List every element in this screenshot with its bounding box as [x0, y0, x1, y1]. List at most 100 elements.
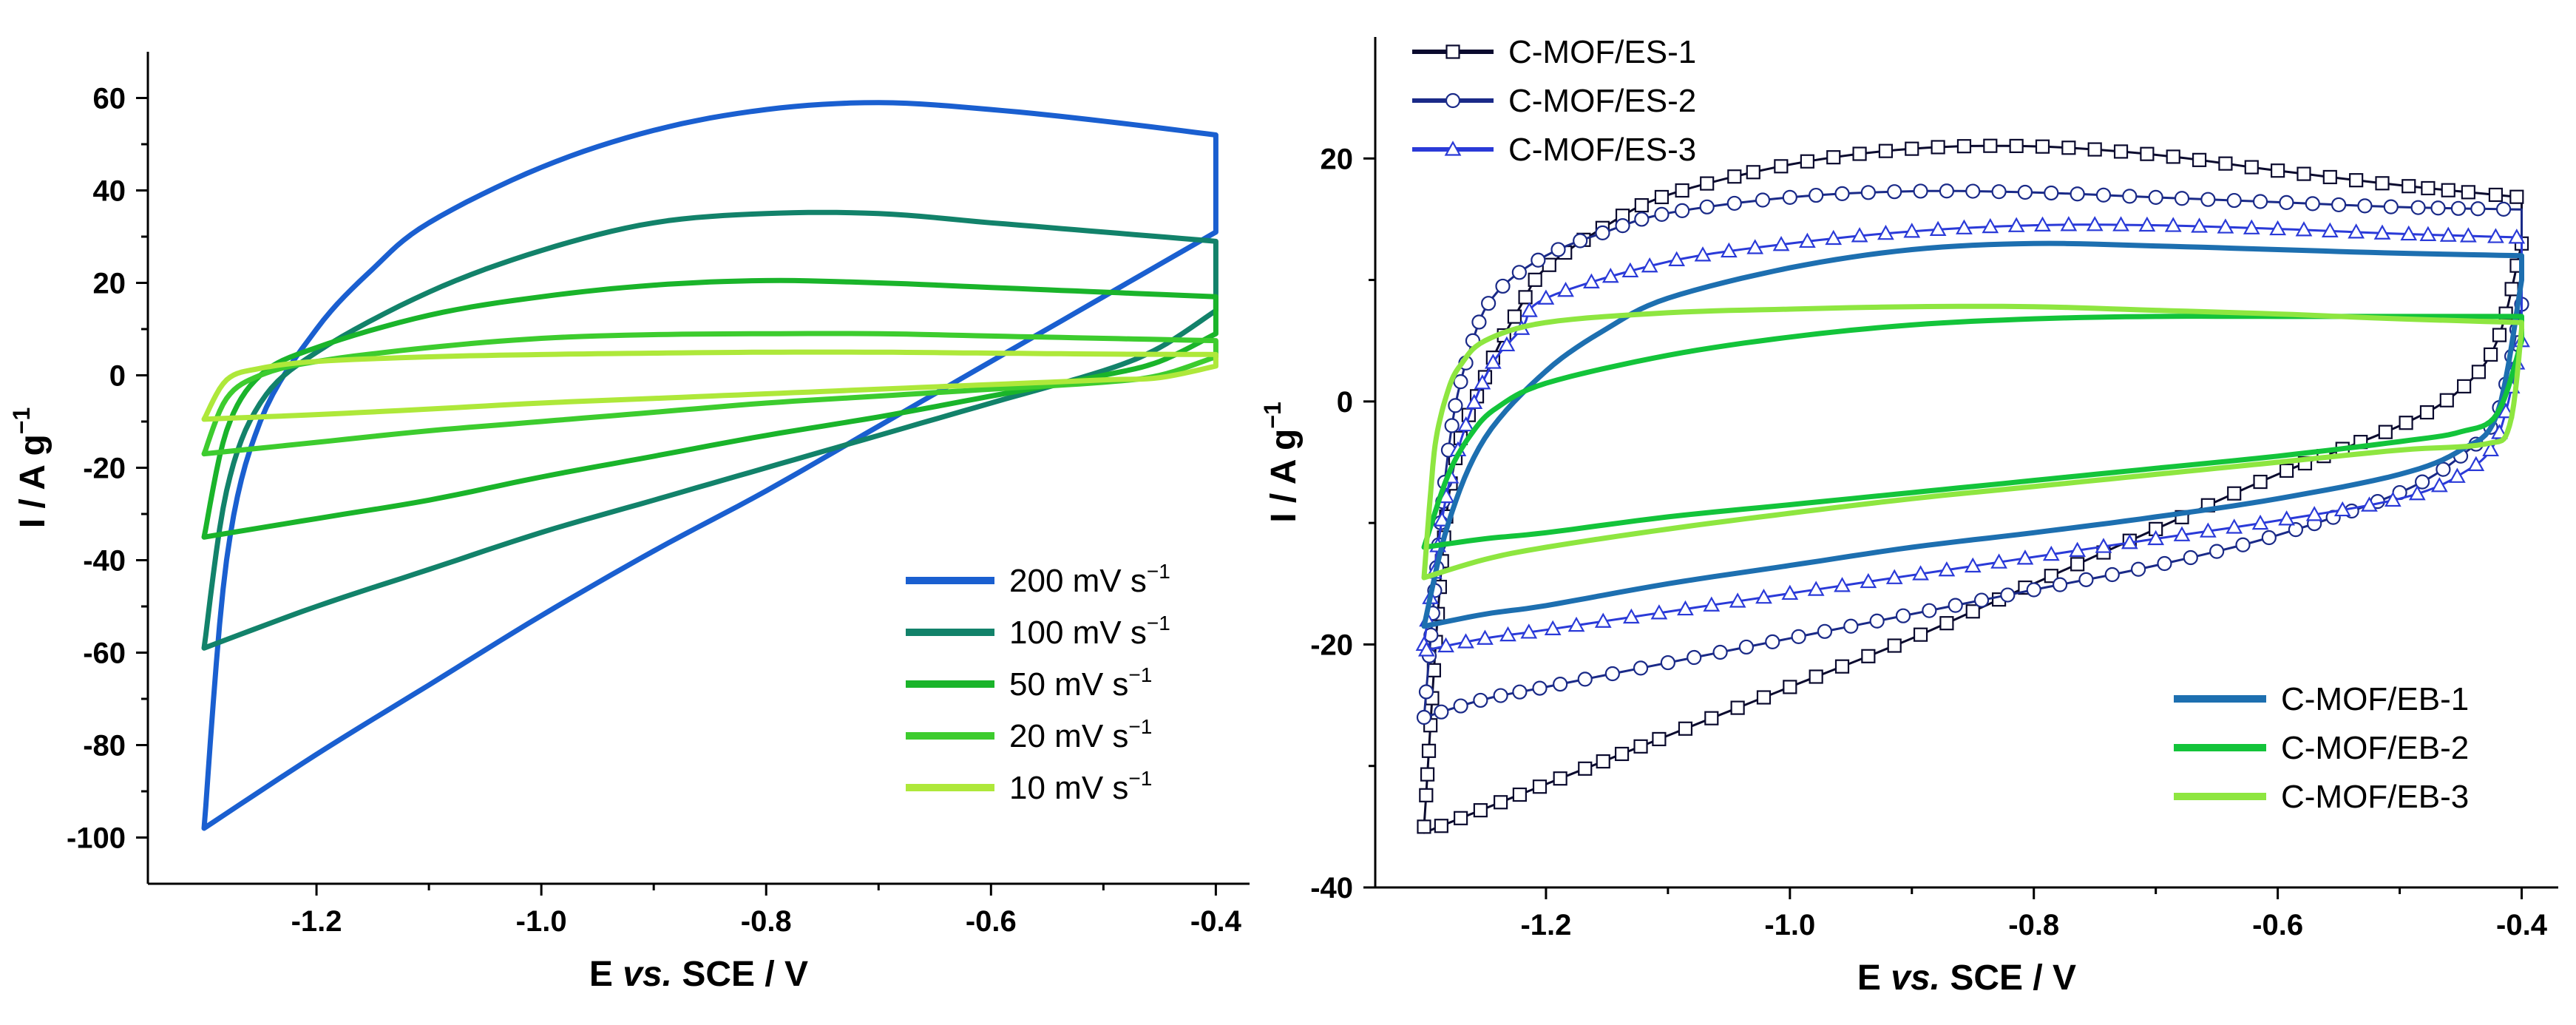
series-line — [201, 331, 1218, 457]
series-3 — [201, 277, 1218, 540]
data-point — [1652, 731, 1667, 747]
data-point — [1420, 767, 1435, 782]
x-tick-label: -0.8 — [2008, 909, 2059, 941]
data-point — [2471, 365, 2487, 379]
data-point — [2078, 572, 2094, 587]
series-line — [1423, 144, 2523, 834]
data-point — [1621, 262, 1639, 278]
series-4 — [201, 331, 1218, 457]
data-point — [1577, 672, 1593, 687]
y-tick-label: 60 — [93, 83, 126, 115]
data-point — [1852, 146, 1867, 161]
series-line — [201, 349, 1218, 422]
data-point — [2305, 506, 2323, 521]
data-point — [1913, 183, 1928, 199]
data-point — [2348, 223, 2365, 239]
y-tick-label: -20 — [1310, 629, 1353, 661]
data-point — [2042, 545, 2060, 561]
data-point — [1531, 252, 1546, 268]
data-point — [1596, 754, 1610, 769]
data-point — [1809, 187, 1824, 203]
y-tick-label: 0 — [1337, 386, 1353, 419]
legend-label: 200 mV s−1 — [1009, 560, 1170, 599]
data-point — [2147, 530, 2165, 546]
legend-item: C-MOF/ES-1 — [1412, 34, 1696, 70]
data-point — [1675, 183, 1689, 198]
x-tick-label: -1.0 — [1764, 909, 1815, 941]
data-point — [1495, 278, 1511, 294]
data-point — [2218, 156, 2233, 171]
data-point — [2421, 180, 2436, 196]
data-point — [1615, 218, 1630, 234]
data-point — [2491, 424, 2508, 439]
legend-label: C-MOF/ES-1 — [1508, 34, 1696, 70]
series-1 — [201, 100, 1218, 831]
data-point — [1939, 616, 1954, 631]
y-tick-label: 40 — [93, 175, 126, 208]
data-point — [2461, 185, 2475, 200]
data-point — [2278, 510, 2295, 526]
series-4 — [1421, 240, 2524, 629]
data-point — [1983, 138, 1998, 153]
data-point — [1885, 569, 1903, 584]
data-point — [1720, 242, 1738, 258]
data-point — [1499, 626, 1516, 642]
data-point — [1956, 219, 1973, 234]
data-point — [1903, 223, 1921, 238]
data-point — [1416, 709, 1432, 725]
data-point — [1755, 588, 1772, 604]
data-point — [1583, 273, 1600, 288]
chart-right: -1.2 -1.0 -0.8 -0.6 -0.4 20 0 -20 -40 E vs. SCE /… — [1259, 34, 2558, 998]
data-point — [1931, 140, 1945, 155]
data-point — [2261, 530, 2277, 546]
data-point — [2069, 541, 2087, 557]
data-point — [1738, 639, 1755, 655]
data-point — [1895, 608, 1911, 623]
data-point — [2448, 467, 2466, 483]
data-point — [2384, 491, 2402, 507]
data-point — [2467, 456, 2485, 472]
data-point — [1939, 183, 1955, 199]
series-line — [201, 100, 1218, 831]
data-point — [1860, 185, 1876, 200]
data-point — [2034, 216, 2051, 231]
data-point — [1834, 186, 1850, 201]
data-point — [1473, 692, 1488, 708]
data-point — [2200, 192, 2216, 207]
data-point — [2269, 220, 2286, 236]
data-point — [1417, 819, 1431, 834]
data-point — [1537, 289, 1555, 305]
data-point — [2017, 184, 2033, 200]
data-point — [1887, 184, 1902, 200]
data-point — [1520, 623, 1538, 639]
legend-item: 100 mV s−1 — [906, 612, 1170, 651]
series-line — [201, 209, 1218, 651]
data-point — [1622, 608, 1640, 624]
legend-label: C-MOF/EB-1 — [2281, 681, 2469, 717]
data-point — [2035, 139, 2050, 154]
data-point — [2361, 496, 2378, 512]
data-point — [2217, 218, 2234, 234]
data-point — [2243, 219, 2260, 234]
data-point — [1471, 314, 1487, 330]
data-point — [2122, 189, 2138, 204]
x-tick-label: -0.6 — [2252, 909, 2303, 941]
data-point — [1755, 192, 1771, 208]
data-point — [1687, 649, 1702, 666]
data-point — [1532, 779, 1548, 794]
data-point — [2436, 461, 2451, 477]
data-point — [1982, 217, 1999, 234]
data-point — [1990, 553, 2007, 569]
data-point — [1694, 246, 1712, 262]
data-point — [1774, 159, 1789, 174]
data-point — [1677, 600, 1694, 616]
data-point — [1634, 212, 1650, 227]
data-point — [1481, 296, 1497, 311]
data-point — [1938, 561, 1956, 577]
x-tick-label: -1.2 — [1520, 909, 1571, 941]
data-point — [1557, 281, 1574, 297]
data-point — [1782, 189, 1797, 205]
data-point — [2484, 347, 2498, 362]
data-point — [1781, 584, 1799, 601]
data-point — [2271, 163, 2285, 178]
